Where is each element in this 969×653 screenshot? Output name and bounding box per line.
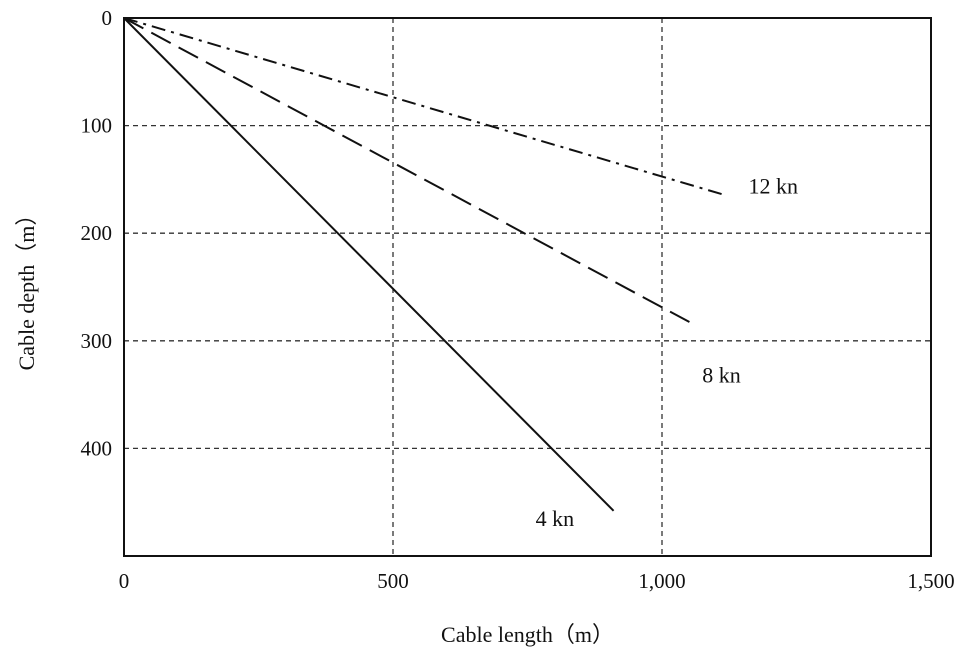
grid [124,18,931,556]
series-label: 8 kn [702,363,741,388]
x-tick-label: 0 [119,569,130,593]
series-line [123,17,727,197]
x-tick-label: 1,000 [638,569,685,593]
series-lines [123,17,727,512]
y-tick-label: 100 [81,114,113,138]
x-axis-title: Cable length（m） [441,622,614,647]
x-tick-label: 1,500 [907,569,954,593]
y-tick-label: 400 [81,436,113,460]
series-label: 12 kn [749,174,799,199]
x-tick-label: 500 [377,569,409,593]
tick-labels: 0 500 1,000 1,500 0 100 200 300 400 [81,6,955,593]
series-line [123,17,695,326]
series-labels: 4 kn 8 kn 12 kn [536,174,798,531]
plot-frame [123,17,932,557]
y-tick-label: 0 [102,6,113,30]
y-tick-label: 300 [81,329,113,353]
series-line [123,17,615,512]
y-axis-title: Cable depth（m） [14,204,39,371]
y-tick-label: 200 [81,221,113,245]
series-label: 4 kn [536,506,575,531]
